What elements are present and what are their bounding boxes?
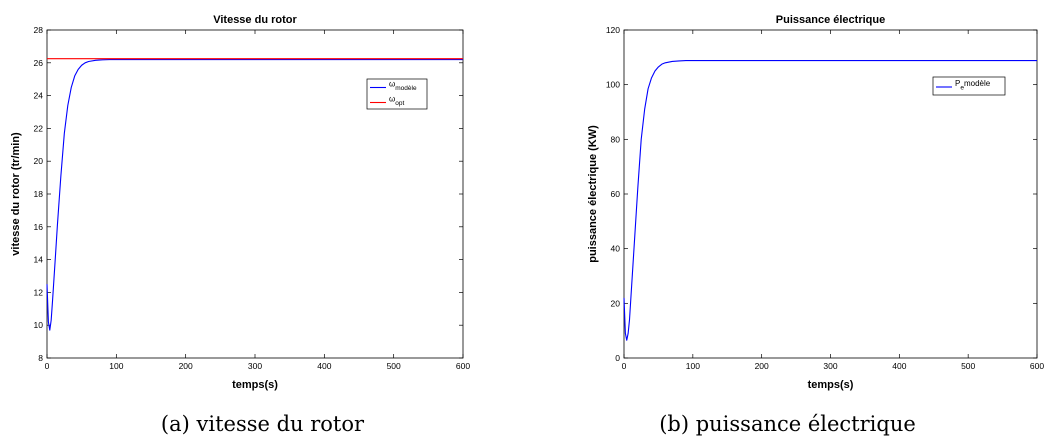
chart-b-svg: 0 100 200 300 400 500 600 0 20 40 60 80 100 120 Puissa… [587,14,1044,391]
x-tick-label: 300 [248,361,262,371]
y-tick-label: 10 [34,320,44,330]
y-tick-label: 16 [34,222,44,232]
y-tick-label: 24 [34,91,44,101]
y-tick-label: 26 [34,58,44,68]
chart-panel-a: 0 100 200 300 400 500 600 8 10 12 14 16 18 20 22 24 26 28… [10,14,470,436]
legend-label-1: ωopt [389,95,404,108]
x-tick-label: 600 [456,361,470,371]
x-tick-label: 100 [686,361,700,371]
legend-box [932,76,1006,96]
legend-label-0: Pemodèle [955,79,991,92]
x-axis-label: temps(s) [808,379,854,391]
y-tick-label: 40 [611,244,621,254]
y-tick-label: 20 [611,298,621,308]
legend-label-0: ωmodèle [389,80,417,93]
y-axis-label: vitesse du rotor (tr/min) [10,132,22,256]
y-tick-label: 60 [611,189,621,199]
caption-b: (b) puissance électrique [659,412,916,436]
y-tick-label: 18 [34,189,44,199]
chart-title: Vitesse du rotor [213,14,297,26]
x-tick-label: 0 [45,361,50,371]
chart-a-svg: 0 100 200 300 400 500 600 8 10 12 14 16 18 20 22 24 26 28… [10,14,470,391]
y-tick-label: 100 [606,80,620,90]
series-line-0 [46,58,463,331]
x-tick-label: 200 [755,361,769,371]
legend-box [366,78,428,110]
y-tick-label: 22 [34,123,44,133]
y-tick-label: 14 [34,255,44,265]
x-axis-label: temps(s) [232,379,278,391]
chart-title: Puissance électrique [776,14,885,26]
x-tick-label: 400 [317,361,331,371]
y-tick-label: 80 [611,134,621,144]
y-tick-label: 12 [34,287,44,297]
x-tick-label: 200 [179,361,193,371]
caption-a: (a) vitesse du rotor [160,412,365,436]
y-tick-label: 20 [34,156,44,166]
x-tick-label: 300 [823,361,837,371]
x-tick-label: 500 [387,361,401,371]
y-tick-label: 0 [615,353,620,363]
y-tick-label: 28 [34,25,44,35]
series-line-0 [623,60,1037,341]
y-tick-label: 120 [606,25,620,35]
y-tick-label: 8 [38,353,43,363]
x-tick-label: 100 [109,361,123,371]
y-axis-label: puissance électrique (KW) [587,125,599,263]
legend: ωmodèle ωopt [366,78,428,110]
x-tick-label: 0 [622,361,627,371]
x-tick-label: 600 [1030,361,1044,371]
x-tick-label: 500 [961,361,975,371]
chart-panel-b: 0 100 200 300 400 500 600 0 20 40 60 80 100 120 Puissa… [525,0,1050,444]
legend: Pemodèle [932,76,1006,96]
x-tick-label: 400 [892,361,906,371]
